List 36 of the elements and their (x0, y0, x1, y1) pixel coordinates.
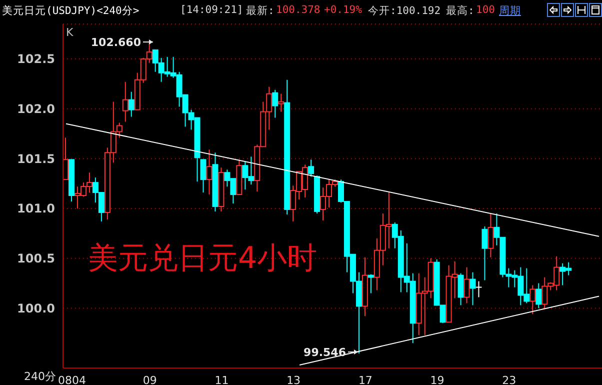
text: 最高: (446, 4, 474, 18)
text: [14:09:21] (180, 4, 244, 16)
y-tick-label: 102.5 (17, 52, 55, 66)
annotation: 102.660 (90, 36, 142, 49)
candlestick (284, 79, 290, 215)
candlestick (362, 256, 368, 317)
chart-title: 美元日元(USDJPY)<240分> (2, 4, 140, 18)
text: 今开:100.192 (368, 4, 441, 18)
candlestick (218, 167, 224, 212)
annotation: 美元兑日元4小时 (88, 241, 318, 276)
annotation: 99.546 (304, 346, 346, 359)
candlestick (122, 81, 128, 122)
candlestick (206, 149, 212, 196)
y-tick-label: 101.0 (17, 202, 55, 216)
text: 100 (476, 4, 495, 16)
y-tick-label: 102.0 (17, 102, 55, 116)
candlestick (212, 152, 218, 212)
x-tick-label: 13 (286, 374, 301, 385)
candlestick (464, 266, 470, 304)
y-tick-label: 100.0 (17, 301, 55, 316)
x-tick-label: 0804 (58, 374, 86, 385)
candlestick (470, 272, 476, 306)
x-tick-label: 19 (430, 374, 444, 385)
annotation: K (66, 26, 74, 39)
y-tick-label: 100.5 (17, 252, 55, 266)
x-axis-title: 240分 (24, 369, 56, 384)
candlestick (488, 212, 494, 258)
x-tick-label: 23 (502, 374, 516, 385)
text: 最新: (246, 4, 274, 18)
x-tick-label: 09 (142, 374, 157, 385)
text: 周期 (499, 4, 521, 18)
x-tick-label: 17 (358, 374, 372, 385)
x-tick-label: 11 (214, 374, 229, 385)
y-tick-label: 101.5 (17, 152, 55, 166)
text: +0.19% (324, 4, 362, 16)
text: 100.378 (276, 4, 320, 16)
